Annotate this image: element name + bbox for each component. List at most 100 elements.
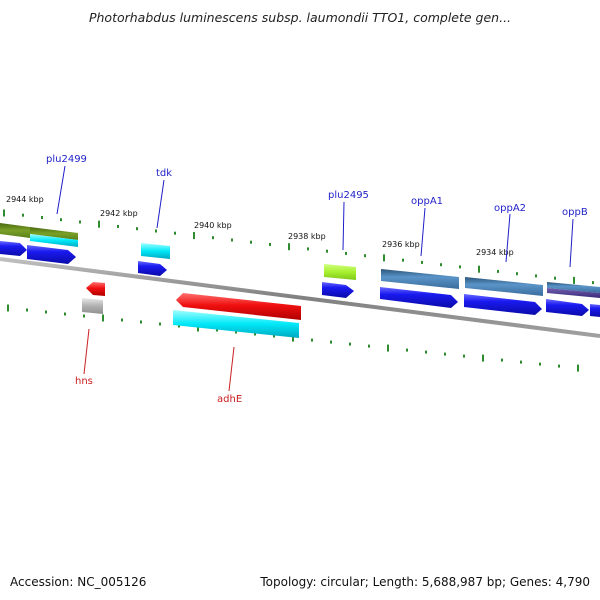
scale-label: 2942 kbp [100,209,138,218]
gene-feature-bar[interactable] [30,234,78,247]
minor-tick [364,254,366,258]
minor-tick [368,344,370,348]
minor-tick [159,322,161,326]
minor-tick [235,330,237,334]
minor-tick [516,272,518,276]
gene-feature-bar[interactable] [324,264,356,280]
accession-text: Accession: NC_005126 [10,575,147,589]
gene-cds-arrow[interactable] [322,282,354,298]
minor-tick [22,213,24,217]
gene-label-tdk[interactable]: tdk [156,168,172,179]
gene-cds-arrow[interactable] [86,282,105,296]
minor-tick [136,227,138,231]
gene-feature-bar[interactable] [30,227,78,240]
minor-tick [79,220,81,224]
minor-tick [60,218,62,222]
gene-cds-arrow[interactable] [546,299,589,316]
minor-tick [406,348,408,352]
genome-backbone [0,257,600,338]
minor-tick [558,364,560,368]
minor-tick [326,249,328,253]
gene-label-adhE[interactable]: adhE [217,394,242,405]
gene-label-oppB[interactable]: oppB [562,207,588,218]
minor-tick [140,320,142,324]
gene-feature-bar[interactable] [141,243,170,259]
minor-tick [444,352,446,356]
major-tick [482,354,484,362]
gene-feature-bar[interactable] [0,223,30,238]
minor-tick [463,354,465,358]
major-tick [197,324,199,332]
scale-label: 2944 kbp [6,195,44,204]
major-tick [387,344,389,352]
gene-feature-bar[interactable] [465,277,543,296]
major-tick [292,334,294,342]
gene-label-leader [228,346,235,392]
inner-tick-track [7,304,579,372]
minor-tick [216,328,218,332]
minor-tick [155,229,157,233]
gene-cds-arrow[interactable] [0,241,27,256]
gene-feature-bar[interactable] [173,310,299,338]
minor-tick [45,310,47,314]
minor-tick [539,362,541,366]
minor-tick [41,216,43,219]
gene-cds-arrow[interactable] [27,245,76,264]
gene-feature-bar[interactable] [547,282,600,293]
gene-label-leader [342,201,345,251]
gene-label-leader [156,179,165,229]
gene-feature-bar[interactable] [547,288,600,298]
minor-tick [307,247,309,251]
major-tick [288,243,290,251]
major-tick [577,364,579,372]
major-tick [102,314,104,322]
gene-label-leader [56,165,66,215]
gene-label-leader [83,328,90,375]
gene-cds-arrow[interactable] [138,261,167,276]
major-tick [3,209,5,217]
scale-label: 2940 kbp [194,221,232,230]
scale-label: 2936 kbp [382,240,420,249]
gene-label-plu2499[interactable]: plu2499 [46,154,87,165]
minor-tick [174,231,176,235]
scale-label: 2934 kbp [476,248,514,257]
major-tick [7,304,9,312]
scale-label: 2938 kbp [288,232,326,241]
map-title: Photorhabdus luminescens subsp. laumondi… [88,10,512,25]
gene-cds-arrow[interactable] [464,294,542,315]
gene-label-plu2495[interactable]: plu2495 [328,190,369,201]
minor-tick [459,265,461,269]
gene-cds-arrow[interactable] [176,293,301,320]
major-tick [193,232,195,239]
gene-label-leader [420,207,426,257]
minor-tick [269,243,271,246]
major-tick [478,265,480,273]
minor-tick [554,276,556,280]
gene-label-oppA2[interactable]: oppA2 [494,203,526,214]
minor-tick [117,225,119,228]
major-tick [573,276,575,284]
minor-tick [254,332,256,336]
minor-tick [231,238,233,242]
minor-tick [121,318,123,322]
gene-feature-bar[interactable] [82,298,103,314]
minor-tick [83,314,85,318]
minor-tick [345,251,347,255]
gene-label-leader [569,218,574,268]
major-tick [383,254,385,262]
major-tick [98,220,100,228]
gene-feature-bar[interactable] [381,269,459,289]
gene-label-leader [505,213,511,263]
minor-tick [178,324,180,328]
gene-cds-arrow[interactable] [380,287,458,308]
gene-label-hns[interactable]: hns [75,376,93,387]
minor-tick [520,360,522,364]
minor-tick [311,338,313,342]
gene-cds-arrow[interactable] [590,304,600,317]
minor-tick [497,269,499,273]
minor-tick [440,263,442,267]
outer-tick-track [3,209,594,285]
gene-label-oppA1[interactable]: oppA1 [411,196,443,207]
minor-tick [330,340,332,344]
